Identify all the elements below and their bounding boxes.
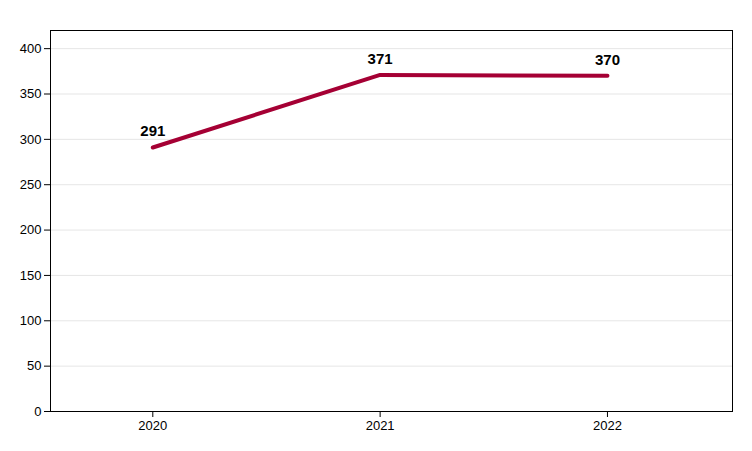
svg-text:291: 291	[140, 122, 165, 139]
svg-text:400: 400	[20, 41, 42, 56]
svg-text:0: 0	[34, 404, 41, 419]
svg-text:100: 100	[20, 313, 42, 328]
svg-text:150: 150	[20, 268, 42, 283]
svg-text:250: 250	[20, 177, 42, 192]
svg-text:370: 370	[595, 51, 620, 68]
svg-text:2020: 2020	[138, 418, 167, 433]
svg-text:2021: 2021	[366, 418, 395, 433]
svg-text:200: 200	[20, 222, 42, 237]
svg-text:371: 371	[368, 50, 393, 67]
svg-text:300: 300	[20, 132, 42, 147]
svg-text:350: 350	[20, 86, 42, 101]
svg-text:2022: 2022	[593, 418, 622, 433]
svg-text:50: 50	[27, 358, 41, 373]
